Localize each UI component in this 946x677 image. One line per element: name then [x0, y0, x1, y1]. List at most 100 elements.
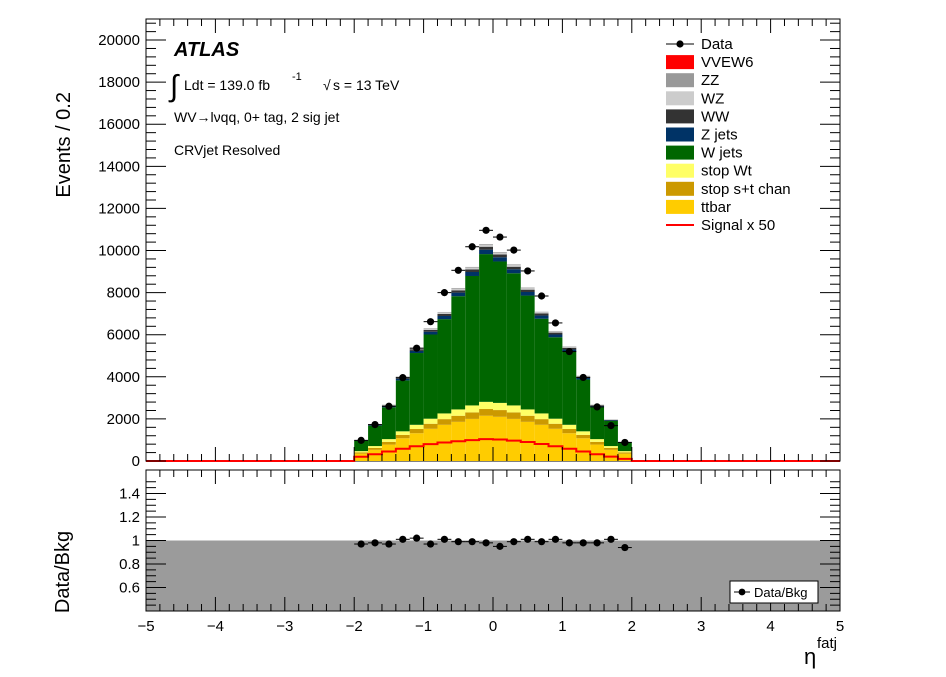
bar-stop-wt-7 — [451, 409, 465, 415]
bar-z-jets-8 — [465, 272, 479, 276]
bar-stop-wt-4 — [410, 425, 424, 429]
bar-ttbar-1 — [368, 450, 382, 461]
bar-wz-9 — [479, 245, 493, 247]
ratio-point-9 — [482, 539, 489, 546]
legend-swatch-9 — [666, 200, 694, 214]
bar-ww-13 — [535, 313, 549, 315]
y-tick-label-10: 20000 — [98, 32, 140, 49]
data-point-12 — [524, 267, 531, 274]
ratio-point-17 — [594, 539, 601, 546]
bar-stop-wt-2 — [382, 439, 396, 442]
bar-stop-wt-0 — [354, 451, 368, 452]
bar-wz-14 — [549, 332, 563, 333]
ratio-legend: Data/Bkg — [730, 581, 818, 603]
x-tick-label-1: −4 — [207, 618, 224, 635]
bar-ttbar-17 — [590, 445, 604, 461]
bar-wz-13 — [535, 312, 549, 313]
bar-wz-11 — [507, 265, 521, 267]
bar-stop-s-t-chan-4 — [410, 429, 424, 433]
bar-wz-5 — [424, 329, 438, 330]
y-tick-label-6: 12000 — [98, 200, 140, 217]
ratio-point-4 — [413, 535, 420, 542]
bar-stop-s-t-chan-5 — [424, 424, 438, 429]
bar-stop-wt-3 — [396, 431, 410, 435]
lower-y-tick-label-4: 1.4 — [119, 486, 140, 503]
data-point-15 — [566, 348, 573, 355]
x-tick-label-10: 5 — [836, 618, 844, 635]
ratio-legend-label: Data/Bkg — [754, 585, 807, 600]
data-point-14 — [552, 319, 559, 326]
bar-zz-9 — [479, 244, 493, 245]
bar-z-jets-11 — [507, 269, 521, 273]
legend-label-0: Data — [701, 36, 733, 53]
data-point-1 — [371, 421, 378, 428]
y-tick-label-1: 2000 — [107, 411, 140, 428]
bar-w-jets-10 — [493, 261, 507, 402]
lower-y-tick-label-2: 1 — [132, 533, 140, 550]
data-point-3 — [399, 374, 406, 381]
x-tick-label-6: 1 — [558, 618, 566, 635]
legend-swatch-3 — [666, 91, 694, 105]
x-tick-label-8: 3 — [697, 618, 705, 635]
bar-wz-8 — [465, 268, 479, 270]
bar-zz-12 — [521, 288, 535, 289]
y-tick-label-5: 10000 — [98, 243, 140, 260]
bar-stop-s-t-chan-8 — [465, 412, 479, 419]
legend-label-2: ZZ — [701, 72, 719, 89]
bar-ttbar-15 — [562, 433, 576, 461]
data-point-8 — [469, 243, 476, 250]
legend-swatch-1 — [666, 55, 694, 69]
ratio-point-7 — [455, 538, 462, 545]
bar-w-jets-1 — [368, 426, 382, 446]
bar-zz-10 — [493, 252, 507, 253]
legend-label-8: stop s+t chan — [701, 181, 791, 198]
ratio-point-19 — [621, 544, 628, 551]
bar-w-jets-16 — [576, 380, 590, 432]
bar-stop-wt-19 — [618, 451, 632, 452]
ratio-legend-marker-dot — [739, 589, 746, 596]
bar-zz-7 — [451, 288, 465, 289]
ratio-point-2 — [385, 540, 392, 547]
data-point-9 — [482, 227, 489, 234]
bar-ww-18 — [604, 420, 618, 421]
bar-z-jets-7 — [451, 293, 465, 297]
bar-stop-s-t-chan-14 — [549, 424, 563, 429]
y-tick-label-3: 6000 — [107, 327, 140, 344]
bar-ttbar-16 — [576, 438, 590, 461]
data-point-16 — [580, 374, 587, 381]
lower-y-tick-label-3: 1.2 — [119, 509, 140, 526]
bar-stop-s-t-chan-1 — [368, 448, 382, 450]
bar-stop-s-t-chan-9 — [479, 409, 493, 416]
y-tick-label-2: 4000 — [107, 369, 140, 386]
data-point-6 — [441, 289, 448, 296]
bar-stop-wt-18 — [604, 446, 618, 448]
integral-symbol: ∫ — [168, 70, 180, 103]
legend-swatch-7 — [666, 164, 694, 178]
region-text: CRVjet Resolved — [174, 142, 280, 158]
bar-stop-wt-11 — [507, 405, 521, 412]
lower-y-tick-label-1: 0.8 — [119, 556, 140, 573]
bar-z-jets-14 — [549, 335, 563, 338]
upper-pad: 0200040006000800010000120001400016000180… — [53, 19, 840, 470]
x-tick-label-7: 2 — [628, 618, 636, 635]
bar-w-jets-4 — [410, 353, 424, 425]
bar-z-jets-18 — [604, 420, 618, 421]
bar-wz-12 — [521, 288, 535, 289]
x-axis-label-superscript: fatj — [817, 635, 837, 652]
bar-stop-wt-10 — [493, 403, 507, 410]
bar-stop-s-t-chan-17 — [590, 442, 604, 445]
upper-y-label: Events / 0.2 — [53, 92, 75, 198]
x-tick-label-0: −5 — [137, 618, 154, 635]
bar-stop-s-t-chan-18 — [604, 448, 618, 450]
ratio-point-5 — [427, 540, 434, 547]
energy-text: s = 13 TeV — [333, 77, 400, 93]
legend-marker-data-dot — [676, 40, 683, 47]
data-point-5 — [427, 318, 434, 325]
bar-z-jets-12 — [521, 292, 535, 296]
ratio-point-0 — [358, 540, 365, 547]
data-point-0 — [358, 437, 365, 444]
data-point-2 — [385, 403, 392, 410]
legend-label-6: W jets — [701, 145, 743, 162]
